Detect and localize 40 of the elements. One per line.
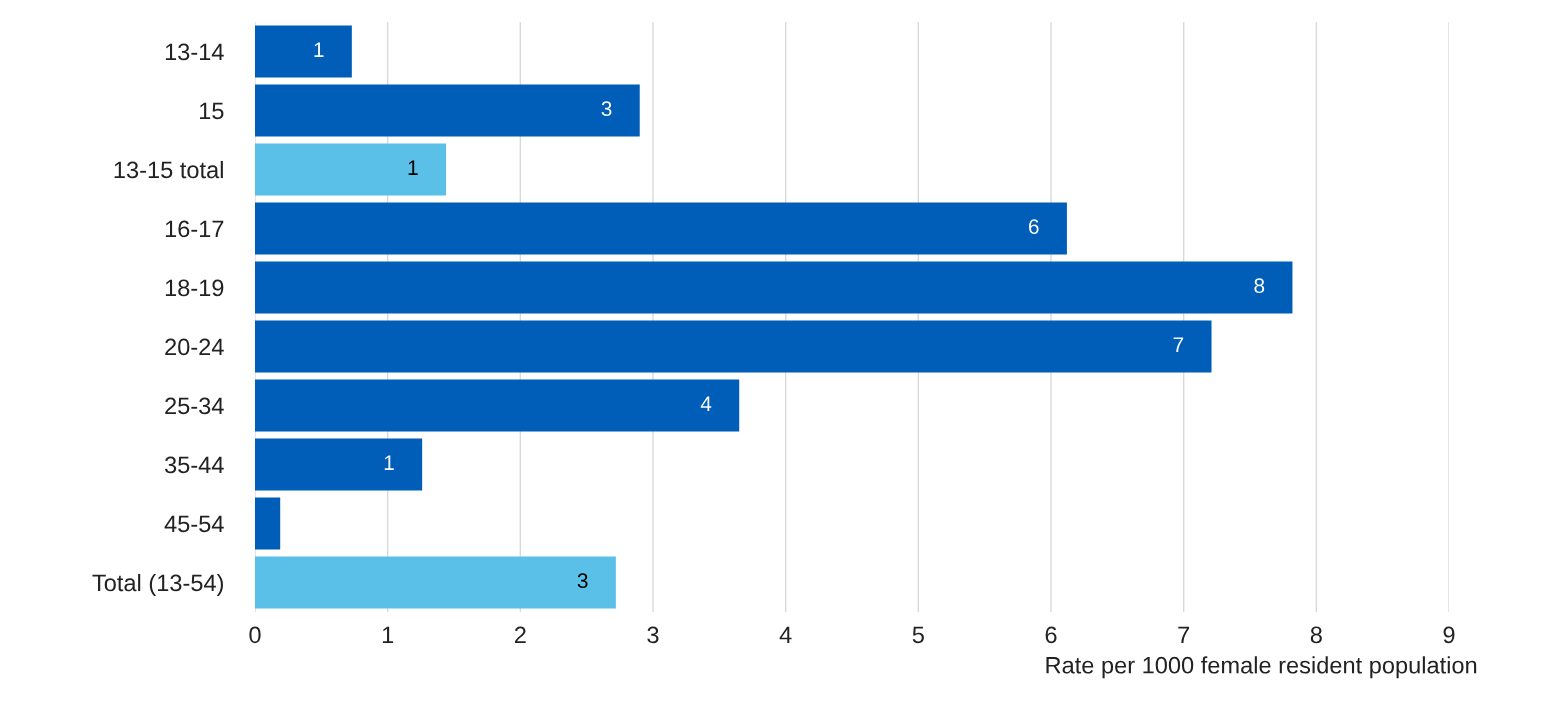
- bar: [255, 202, 1067, 255]
- y-tick-label: 20-24: [165, 338, 224, 356]
- y-tick-label: 18-19: [165, 279, 224, 297]
- data-label: 1: [384, 455, 394, 470]
- y-tick-label: 13-14: [165, 43, 224, 61]
- x-axis-title: Rate per 1000 female resident population: [1046, 656, 1477, 679]
- bar: [255, 320, 1212, 373]
- x-tick-label: 5: [912, 626, 924, 644]
- x-tick-label: 8: [1310, 626, 1322, 644]
- data-label: 1: [314, 42, 324, 57]
- x-tick-label: 4: [779, 626, 792, 643]
- x-tick-label: 2: [514, 626, 526, 643]
- data-label: 8: [1254, 278, 1265, 294]
- y-tick-label: 25-34: [165, 397, 224, 415]
- data-label: 1: [408, 160, 418, 175]
- x-tick-label: 9: [1443, 626, 1455, 644]
- bar: [255, 25, 352, 78]
- y-tick-label: 16-17: [165, 220, 224, 238]
- x-tick-label: 0: [249, 626, 261, 644]
- x-tick-label: 6: [1045, 626, 1057, 644]
- bar: [255, 379, 740, 432]
- y-tick-label: 15: [199, 102, 224, 120]
- bar: [255, 556, 616, 609]
- data-label: 3: [601, 101, 612, 117]
- x-tick-label: 3: [647, 626, 659, 644]
- y-tick-label: 45-54: [164, 515, 224, 533]
- x-tick-label: 7: [1178, 626, 1190, 643]
- data-label: 7: [1173, 337, 1184, 352]
- data-label: 4: [700, 396, 712, 411]
- bar: [255, 143, 447, 196]
- y-tick-label: Total (13-54): [92, 573, 223, 596]
- y-tick-label: 13-15 total: [114, 160, 223, 179]
- bar: [255, 438, 423, 491]
- data-label: 6: [1029, 219, 1039, 235]
- bar: [255, 261, 1293, 314]
- y-tick-label: 35-44: [164, 456, 224, 474]
- bar: [255, 497, 281, 550]
- data-label: 3: [577, 573, 588, 589]
- bar: [255, 84, 640, 137]
- x-tick-label: 1: [382, 626, 394, 643]
